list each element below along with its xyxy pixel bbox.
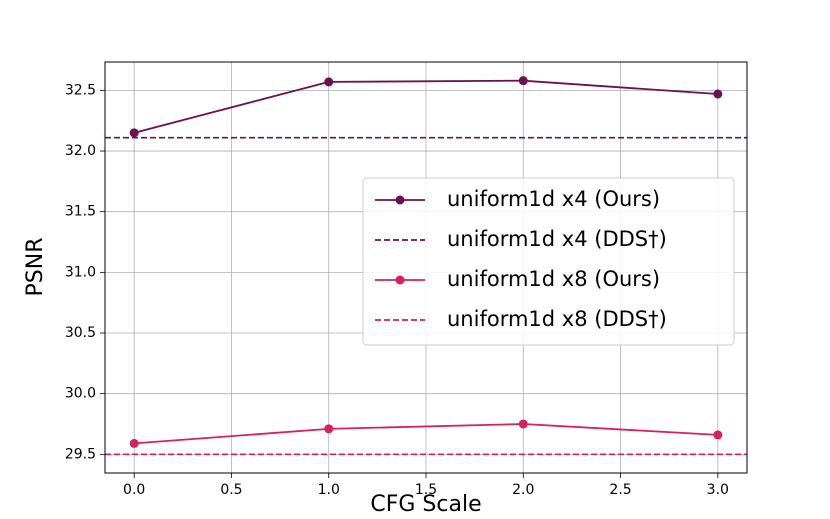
y-tick-label: 32.5 — [65, 82, 96, 98]
y-tick-label: 29.5 — [65, 446, 96, 462]
y-tick-label: 30.0 — [65, 386, 96, 402]
x-tick-label: 2.0 — [512, 482, 534, 498]
y-tick-label: 31.0 — [65, 264, 96, 280]
legend-label: uniform1d x4 (Ours) — [447, 187, 660, 211]
data-point — [518, 76, 528, 86]
legend-marker — [395, 195, 405, 205]
data-point — [129, 438, 139, 448]
plot-frame — [104, 61, 748, 474]
legend-marker — [395, 275, 405, 285]
data-point — [713, 430, 723, 440]
legend-box — [362, 177, 735, 346]
x-tick-label: 1.0 — [318, 482, 340, 498]
legend-label: uniform1d x4 (DDS†) — [447, 227, 667, 251]
data-point — [324, 77, 334, 87]
y-tick-label: 30.5 — [65, 325, 96, 341]
legend-label: uniform1d x8 (Ours) — [447, 267, 660, 291]
x-tick-label: 3.0 — [707, 482, 729, 498]
x-tick-label: 2.5 — [609, 482, 631, 498]
x-tick-label: 1.5 — [415, 482, 437, 498]
series-line — [133, 79, 718, 134]
x-tick-label: 0.5 — [220, 482, 242, 498]
x-axis-label: CFG Scale — [370, 492, 481, 517]
data-point — [713, 89, 723, 99]
legend-label: uniform1d x8 (DDS†) — [447, 307, 667, 331]
y-axis-label: PSNR — [23, 238, 48, 297]
data-point — [129, 128, 139, 138]
y-tick-label: 31.5 — [65, 204, 96, 220]
x-tick-label: 0.0 — [123, 482, 145, 498]
series-line — [134, 423, 718, 445]
y-tick-label: 32.0 — [65, 143, 96, 159]
data-point — [518, 419, 528, 429]
data-point — [324, 424, 334, 434]
legend: uniform1d x4 (Ours) uniform1d x4 (DDS†) un… — [362, 177, 735, 346]
